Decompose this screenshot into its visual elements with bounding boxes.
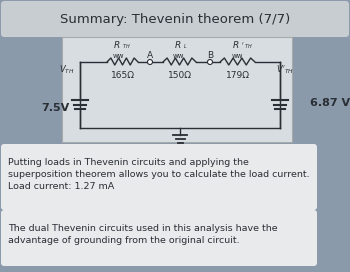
Text: $'$: $'$ bbox=[241, 40, 245, 49]
FancyBboxPatch shape bbox=[62, 37, 292, 142]
Text: A: A bbox=[147, 51, 153, 60]
Text: Putting loads in Thevenin circuits and applying the: Putting loads in Thevenin circuits and a… bbox=[8, 158, 249, 167]
Text: $R$: $R$ bbox=[232, 39, 240, 50]
FancyBboxPatch shape bbox=[1, 1, 349, 37]
Text: 165Ω: 165Ω bbox=[111, 70, 134, 79]
Text: The dual Thevenin circuits used in this analysis have the: The dual Thevenin circuits used in this … bbox=[8, 224, 278, 233]
Text: 179Ω: 179Ω bbox=[225, 70, 250, 79]
FancyBboxPatch shape bbox=[1, 210, 317, 266]
Text: $_{TH}$: $_{TH}$ bbox=[122, 42, 131, 51]
FancyBboxPatch shape bbox=[1, 144, 317, 210]
Text: 150Ω: 150Ω bbox=[168, 70, 191, 79]
Text: 7.5V: 7.5V bbox=[41, 103, 69, 113]
Text: $R$: $R$ bbox=[174, 39, 182, 50]
Text: superposition theorem allows you to calculate the load current.: superposition theorem allows you to calc… bbox=[8, 170, 310, 179]
Text: $_{TH}$: $_{TH}$ bbox=[244, 42, 253, 51]
Text: $_{L}$: $_{L}$ bbox=[183, 42, 188, 51]
Text: ww: ww bbox=[172, 53, 184, 59]
Text: $V'_{TH}$: $V'_{TH}$ bbox=[276, 64, 294, 76]
Text: advantage of grounding from the original circuit.: advantage of grounding from the original… bbox=[8, 236, 240, 245]
Text: Summary: Thevenin theorem (7/7): Summary: Thevenin theorem (7/7) bbox=[60, 14, 290, 26]
Circle shape bbox=[208, 60, 212, 64]
Text: 6.87 V: 6.87 V bbox=[310, 98, 350, 108]
Text: ww: ww bbox=[231, 53, 243, 59]
Text: ww: ww bbox=[112, 53, 124, 59]
Text: Load current: 1.27 mA: Load current: 1.27 mA bbox=[8, 182, 114, 191]
Text: B: B bbox=[207, 51, 213, 60]
Text: $V_{TH}$: $V_{TH}$ bbox=[59, 64, 75, 76]
Text: $R$: $R$ bbox=[113, 39, 121, 50]
Circle shape bbox=[147, 60, 153, 64]
